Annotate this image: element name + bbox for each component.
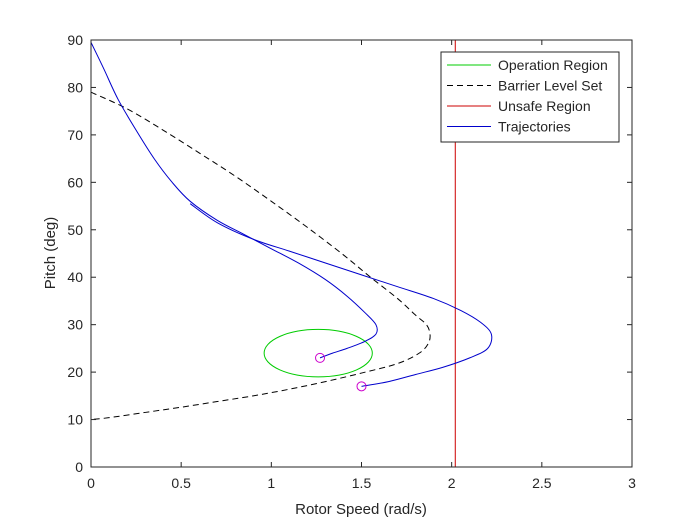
legend: Operation Region Barrier Level Set Unsafe … [440,51,620,143]
tick-marks [90,39,633,468]
x-tick-label: 1 [267,475,275,491]
x-tick-label: 2.5 [532,475,552,491]
y-tick-label: 40 [67,269,83,285]
legend-label: Operation Region [498,57,608,73]
y-tick-label: 60 [67,174,83,190]
y-tick-label: 70 [67,127,83,143]
x-axis-label: Rotor Speed (rad/s) [295,501,427,518]
trajectory-line-3 [91,42,378,359]
y-tick-label: 50 [67,222,83,238]
y-tick-label: 0 [75,459,83,475]
trajectory-line-4 [189,203,493,387]
operation-region-ellipse [263,328,373,378]
legend-label: Unsafe Region [498,98,591,114]
y-axis-label: Pitch (deg) [42,217,59,290]
barrier-level-set-curve [91,91,431,421]
y-tick-label: 10 [67,412,83,428]
legend-label: Trajectories [498,119,571,135]
x-tick-label: 0 [87,475,95,491]
legend-label: Barrier Level Set [498,78,602,94]
trajectory-endpoint-marker [356,381,367,392]
y-tick-label: 30 [67,317,83,333]
x-tick-label: 2 [448,475,456,491]
x-tick-label: 1.5 [352,475,372,491]
y-tick-label: 20 [67,364,83,380]
y-tick-label: 90 [67,32,83,48]
trajectory-endpoint-marker [315,352,326,363]
y-tick-label: 80 [67,79,83,95]
x-tick-label: 3 [628,475,636,491]
x-tick-label: 0.5 [171,475,191,491]
